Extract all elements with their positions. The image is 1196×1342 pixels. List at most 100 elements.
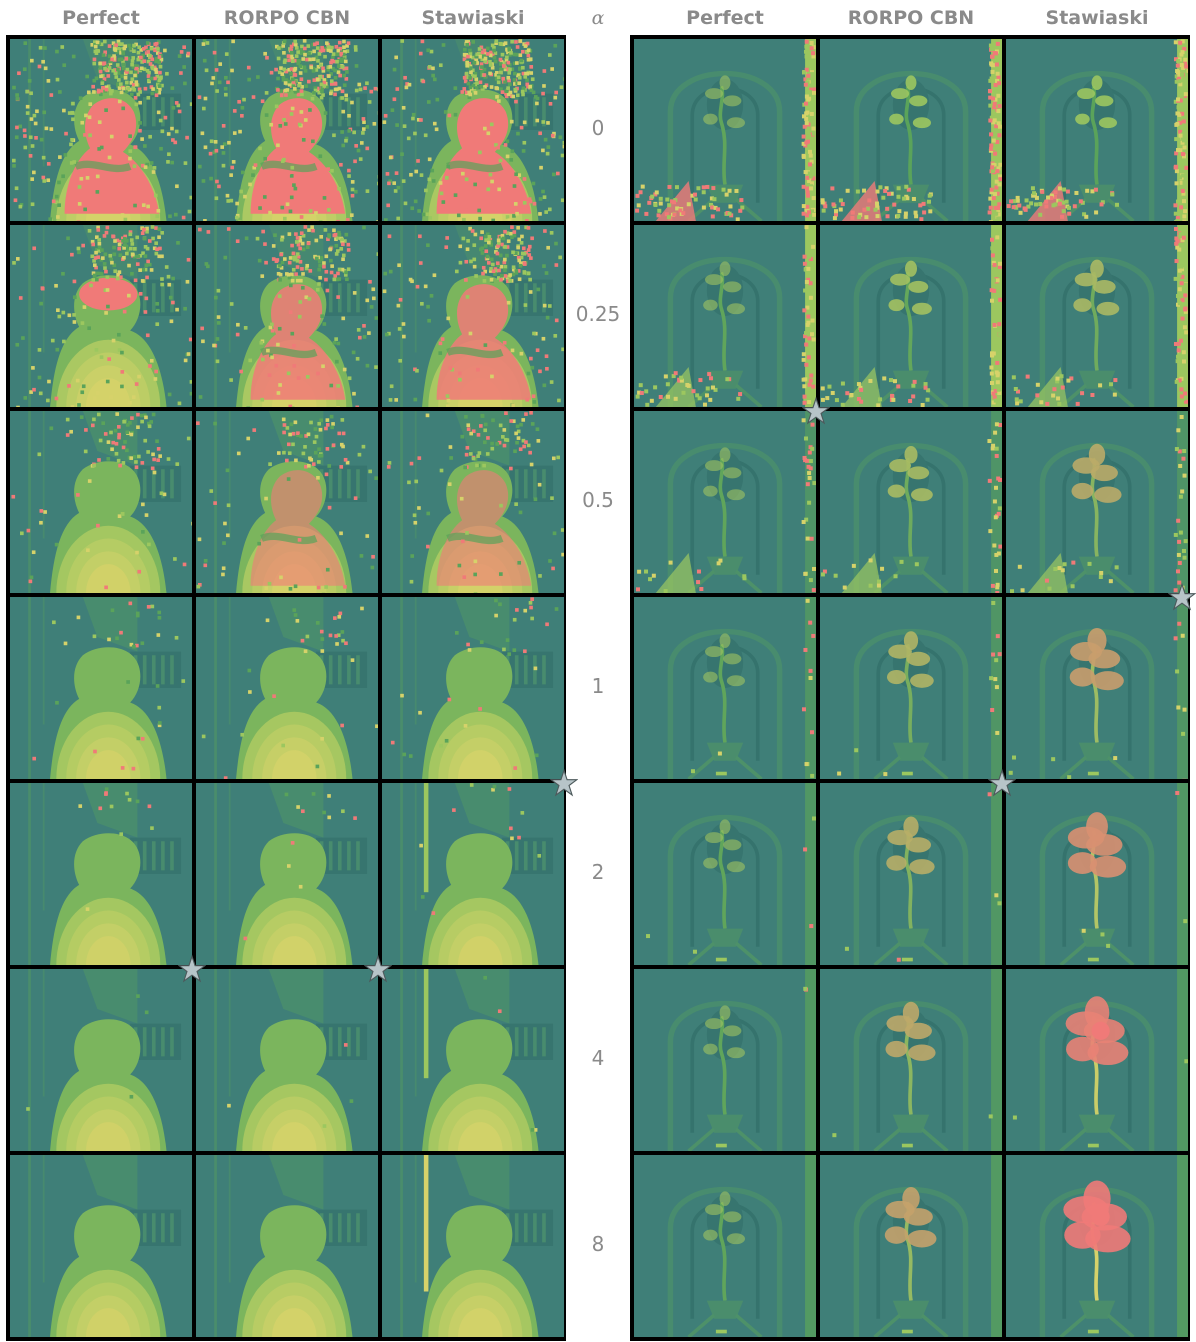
column-header-stawiaski: Stawiaski xyxy=(1045,7,1149,29)
result-tile-rorpo-cbn-alpha-1 xyxy=(196,597,378,779)
result-tile-perfect-alpha-4 xyxy=(634,969,816,1151)
result-tile-perfect-alpha-0.5 xyxy=(10,411,192,593)
column-header-perfect: Perfect xyxy=(686,7,764,29)
result-tile-rorpo-cbn-alpha-0.5 xyxy=(820,411,1002,593)
tile-image xyxy=(634,39,816,221)
tile-image xyxy=(820,597,1002,779)
tile-image xyxy=(382,225,564,407)
result-tile-stawiaski-alpha-4 xyxy=(382,969,564,1151)
tile-image xyxy=(196,225,378,407)
result-tile-perfect-alpha-0.25 xyxy=(634,225,816,407)
result-tile-rorpo-cbn-alpha-4 xyxy=(196,969,378,1151)
tile-image xyxy=(382,597,564,779)
tile-image xyxy=(196,411,378,593)
best-star-icon xyxy=(178,955,206,983)
result-tile-stawiaski-alpha-2 xyxy=(1006,783,1188,965)
result-tile-perfect-alpha-2 xyxy=(634,783,816,965)
result-tile-perfect-alpha-2 xyxy=(10,783,192,965)
result-tile-perfect-alpha-0.5 xyxy=(634,411,816,593)
result-tile-rorpo-cbn-alpha-0.25 xyxy=(196,225,378,407)
column-header-rorpo-cbn: RORPO CBN xyxy=(223,7,351,29)
tile-image xyxy=(1006,411,1188,593)
result-tile-perfect-alpha-1 xyxy=(10,597,192,779)
result-tile-perfect-alpha-0 xyxy=(634,39,816,221)
tile-image xyxy=(10,411,192,593)
result-tile-stawiaski-alpha-8 xyxy=(1006,1155,1188,1337)
column-header-stawiaski: Stawiaski xyxy=(421,7,525,29)
best-star-icon xyxy=(364,955,392,983)
result-tile-perfect-alpha-0 xyxy=(10,39,192,221)
tile-image xyxy=(196,39,378,221)
tile-image xyxy=(1006,969,1188,1151)
tile-image xyxy=(634,225,816,407)
tile-image xyxy=(382,39,564,221)
result-tile-rorpo-cbn-alpha-0 xyxy=(820,39,1002,221)
result-tile-rorpo-cbn-alpha-8 xyxy=(196,1155,378,1337)
tile-image xyxy=(820,39,1002,221)
column-header-rorpo-cbn: RORPO CBN xyxy=(847,7,975,29)
tile-image xyxy=(382,411,564,593)
tile-image xyxy=(820,783,1002,965)
best-star-icon xyxy=(550,769,578,797)
tile-image xyxy=(820,225,1002,407)
tile-image xyxy=(10,225,192,407)
tile-image xyxy=(196,783,378,965)
alpha-row-label: 0.25 xyxy=(575,302,621,326)
tile-image xyxy=(634,1155,816,1337)
tile-image xyxy=(196,1155,378,1337)
result-tile-stawiaski-alpha-1 xyxy=(382,597,564,779)
tile-image xyxy=(634,783,816,965)
result-tile-rorpo-cbn-alpha-2 xyxy=(820,783,1002,965)
result-tile-stawiaski-alpha-8 xyxy=(382,1155,564,1337)
alpha-row-label: 0 xyxy=(591,116,605,140)
tile-image xyxy=(382,783,564,965)
tile-image xyxy=(1006,597,1188,779)
tile-image xyxy=(634,597,816,779)
result-tile-rorpo-cbn-alpha-1 xyxy=(820,597,1002,779)
result-tile-stawiaski-alpha-2 xyxy=(382,783,564,965)
tile-image xyxy=(196,597,378,779)
result-tile-stawiaski-alpha-1 xyxy=(1006,597,1188,779)
best-star-icon xyxy=(1168,583,1196,611)
alpha-header: α xyxy=(591,7,605,29)
result-tile-stawiaski-alpha-0.5 xyxy=(1006,411,1188,593)
tile-image xyxy=(634,411,816,593)
result-tile-stawiaski-alpha-0 xyxy=(1006,39,1188,221)
result-tile-rorpo-cbn-alpha-4 xyxy=(820,969,1002,1151)
tile-image xyxy=(10,597,192,779)
tile-image xyxy=(820,411,1002,593)
result-tile-stawiaski-alpha-0.25 xyxy=(382,225,564,407)
result-tile-perfect-alpha-1 xyxy=(634,597,816,779)
left-panel-grid xyxy=(6,35,566,1341)
result-tile-perfect-alpha-8 xyxy=(634,1155,816,1337)
right-panel-grid xyxy=(630,35,1190,1341)
result-tile-stawiaski-alpha-0.5 xyxy=(382,411,564,593)
result-tile-rorpo-cbn-alpha-0 xyxy=(196,39,378,221)
tile-image xyxy=(820,1155,1002,1337)
result-tile-perfect-alpha-8 xyxy=(10,1155,192,1337)
tile-image xyxy=(10,39,192,221)
tile-image xyxy=(196,969,378,1151)
tile-image xyxy=(382,969,564,1151)
tile-image xyxy=(634,969,816,1151)
tile-image xyxy=(10,783,192,965)
alpha-row-label: 0.5 xyxy=(582,488,614,512)
tile-image xyxy=(1006,39,1188,221)
result-tile-perfect-alpha-0.25 xyxy=(10,225,192,407)
tile-image xyxy=(10,969,192,1151)
tile-image xyxy=(1006,783,1188,965)
alpha-row-label: 2 xyxy=(591,860,605,884)
result-tile-rorpo-cbn-alpha-8 xyxy=(820,1155,1002,1337)
result-tile-rorpo-cbn-alpha-0.25 xyxy=(820,225,1002,407)
result-tile-perfect-alpha-4 xyxy=(10,969,192,1151)
alpha-row-label: 8 xyxy=(591,1232,605,1256)
result-tile-stawiaski-alpha-0.25 xyxy=(1006,225,1188,407)
tile-image xyxy=(10,1155,192,1337)
tile-image xyxy=(820,969,1002,1151)
result-tile-rorpo-cbn-alpha-2 xyxy=(196,783,378,965)
best-star-icon xyxy=(988,769,1016,797)
alpha-row-label: 4 xyxy=(591,1046,605,1070)
column-header-perfect: Perfect xyxy=(62,7,140,29)
alpha-row-label: 1 xyxy=(591,674,605,698)
